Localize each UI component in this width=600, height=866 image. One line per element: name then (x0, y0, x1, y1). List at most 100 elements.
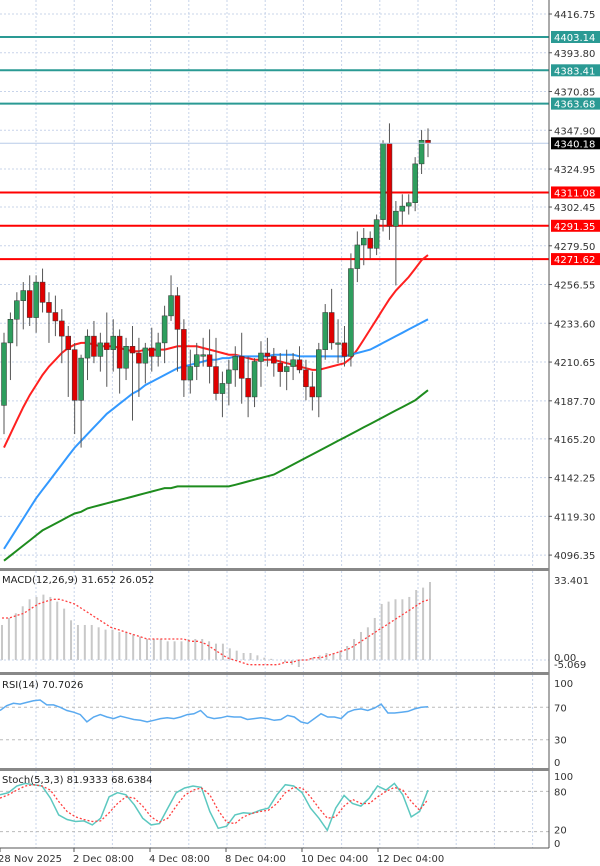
price-tick-label: 4347.90 (554, 126, 595, 137)
candle (84, 329, 91, 381)
candle (91, 320, 97, 364)
horizontal-levels[interactable] (0, 35, 549, 261)
bullish-candle-body (380, 143, 386, 220)
candle (174, 287, 181, 372)
price-tick-label: 4370.85 (554, 88, 595, 99)
pane-separator[interactable] (0, 568, 549, 571)
date-label: 12 Dec 04:00 (377, 854, 444, 865)
bullish-candle-body (161, 315, 168, 344)
current-price-tag-bg (551, 137, 600, 150)
resistance-price-tag-bg (551, 97, 600, 110)
support-price-tag-bg (551, 219, 600, 232)
candle (104, 312, 110, 387)
rsi-axis-70: 70 (554, 703, 567, 714)
price-axis[interactable]: 4416.75 4393.80 4370.85 4347.90 4324.95 4302.… (549, 10, 600, 850)
candle (46, 292, 52, 343)
date-label: 4 Dec 08:00 (149, 854, 210, 865)
bearish-candle-body (367, 237, 373, 249)
pane-separator[interactable] (0, 768, 549, 771)
bullish-candle-body (78, 357, 84, 401)
candle (123, 337, 129, 381)
candle (296, 346, 303, 374)
bullish-candle-body (1, 342, 7, 406)
candle (213, 337, 219, 401)
rsi-title: RSI(14) 70.7026 (2, 680, 83, 691)
candle (129, 326, 136, 421)
rsi-line (0, 699, 429, 725)
candle (418, 130, 425, 175)
candle (386, 123, 393, 240)
candle (33, 275, 39, 333)
price-tick-label: 4393.80 (554, 49, 595, 60)
candle (136, 337, 142, 397)
candle (348, 253, 354, 367)
candle (328, 288, 335, 350)
candle (303, 359, 309, 401)
bullish-candle-body (373, 219, 380, 249)
candle (20, 282, 27, 330)
pane-separator[interactable] (0, 672, 549, 675)
candle (1, 332, 7, 435)
price-tick-label: 4165.20 (554, 435, 595, 446)
candle (97, 332, 104, 372)
resistance-price-tag: 4383.41 (554, 66, 595, 77)
bearish-candle-body (309, 386, 316, 398)
bearish-candle-body (59, 320, 65, 337)
macd-axis-max: 33.401 (554, 576, 589, 587)
candle (283, 349, 290, 391)
date-axis[interactable]: 28 Nov 2025 2 Dec 08:00 4 Dec 08:00 8 Dec 0… (0, 848, 444, 865)
bullish-candle-body (168, 295, 174, 317)
resistance-price-tag-bg (551, 30, 600, 43)
moving-average-line (3, 389, 429, 562)
bearish-candle-body (245, 378, 251, 398)
support-price-tag: 4291.35 (554, 222, 595, 233)
stoch-axis-100: 100 (554, 772, 573, 783)
bearish-candle-body (386, 143, 393, 227)
stoch-signal-line (0, 784, 429, 825)
date-label: 2 Dec 08:00 (73, 854, 134, 865)
candle (232, 346, 239, 387)
bearish-candle-body (129, 346, 136, 354)
candle (26, 275, 33, 327)
bearish-candle-body (91, 335, 97, 357)
bullish-candle-body (155, 342, 161, 357)
date-label: 8 Dec 04:00 (225, 854, 286, 865)
stochastic-pane (0, 782, 549, 833)
candle (393, 201, 399, 286)
price-tick-label: 4142.25 (554, 474, 595, 485)
candle (341, 326, 348, 367)
bullish-candle-body (283, 366, 290, 372)
support-price-tag: 4271.62 (554, 255, 595, 266)
candle (238, 332, 245, 404)
candle (161, 305, 168, 364)
macd-pane (0, 582, 549, 668)
candle (206, 329, 213, 384)
bullish-candle-body (97, 342, 104, 357)
bullish-candle-body (348, 268, 354, 357)
bearish-candle-body (136, 352, 142, 364)
bullish-candle-body (399, 205, 406, 212)
candle (399, 194, 406, 225)
price-tick-label: 4279.50 (554, 242, 595, 253)
current-price-tag: 4340.18 (554, 139, 595, 150)
bearish-candle-body (264, 352, 271, 357)
bullish-candle-body (412, 163, 418, 203)
bearish-candle-body (26, 290, 33, 318)
bearish-candle-body (46, 302, 52, 313)
support-price-tag-bg (551, 253, 600, 266)
bearish-candle-body (328, 312, 335, 344)
bullish-candle-body (187, 366, 194, 381)
bullish-candle-body (226, 369, 232, 384)
date-label: 10 Dec 04:00 (301, 854, 368, 865)
bullish-candle-body (251, 361, 258, 398)
candle (251, 358, 258, 408)
date-label: 28 Nov 2025 (0, 854, 62, 865)
candle (116, 329, 123, 394)
macd-axis-min: -5.069 (554, 660, 586, 671)
moving-averages (3, 254, 429, 562)
candle (200, 337, 206, 367)
bullish-candle-body (322, 312, 328, 350)
candle (354, 231, 361, 283)
candle (226, 359, 232, 406)
